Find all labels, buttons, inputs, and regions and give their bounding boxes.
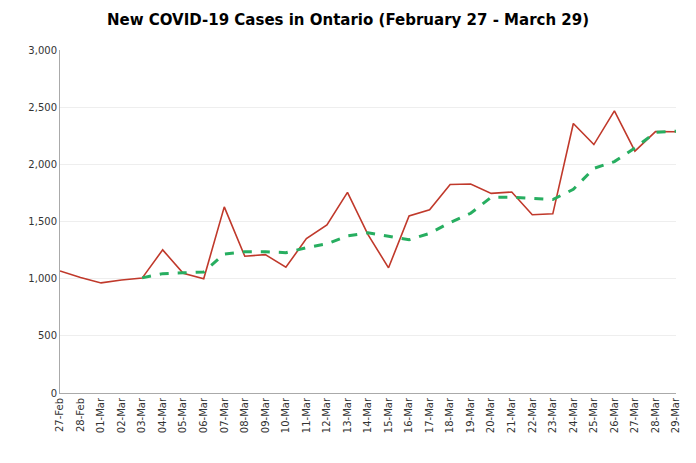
svg-text:28-Feb: 28-Feb xyxy=(75,398,86,432)
svg-text:13-Mar: 13-Mar xyxy=(342,397,353,433)
svg-text:27-Mar: 27-Mar xyxy=(629,397,640,433)
svg-text:23-Mar: 23-Mar xyxy=(547,397,558,433)
svg-text:0: 0 xyxy=(51,388,57,399)
svg-text:20-Mar: 20-Mar xyxy=(485,397,496,433)
svg-text:05-Mar: 05-Mar xyxy=(177,397,188,433)
svg-text:2,000: 2,000 xyxy=(28,159,57,170)
svg-text:06-Mar: 06-Mar xyxy=(198,397,209,433)
svg-text:3,000: 3,000 xyxy=(28,45,57,56)
svg-text:11-Mar: 11-Mar xyxy=(301,397,312,433)
svg-text:07-Mar: 07-Mar xyxy=(219,397,230,433)
svg-text:18-Mar: 18-Mar xyxy=(444,397,455,433)
svg-text:12-Mar: 12-Mar xyxy=(321,397,332,433)
svg-text:22-Mar: 22-Mar xyxy=(527,397,538,433)
svg-text:17-Mar: 17-Mar xyxy=(424,397,435,433)
svg-text:25-Mar: 25-Mar xyxy=(588,397,599,433)
svg-text:04-Mar: 04-Mar xyxy=(157,397,168,433)
svg-text:1,500: 1,500 xyxy=(28,216,57,227)
svg-text:01-Mar: 01-Mar xyxy=(95,397,106,433)
svg-text:21-Mar: 21-Mar xyxy=(506,397,517,433)
svg-text:27-Feb: 27-Feb xyxy=(54,398,65,432)
svg-text:24-Mar: 24-Mar xyxy=(568,397,579,433)
svg-text:08-Mar: 08-Mar xyxy=(239,397,250,433)
svg-text:29-Mar: 29-Mar xyxy=(670,397,681,433)
svg-text:New COVID-19 Cases in Ontario: New COVID-19 Cases in Ontario (February … xyxy=(107,11,589,29)
svg-text:1,000: 1,000 xyxy=(28,273,57,284)
svg-text:10-Mar: 10-Mar xyxy=(280,397,291,433)
svg-text:2,500: 2,500 xyxy=(28,102,57,113)
svg-text:500: 500 xyxy=(38,330,57,341)
svg-text:28-Mar: 28-Mar xyxy=(650,397,661,433)
svg-text:09-Mar: 09-Mar xyxy=(260,397,271,433)
svg-text:03-Mar: 03-Mar xyxy=(136,397,147,433)
svg-text:02-Mar: 02-Mar xyxy=(116,397,127,433)
svg-text:15-Mar: 15-Mar xyxy=(383,397,394,433)
svg-text:26-Mar: 26-Mar xyxy=(609,397,620,433)
svg-text:14-Mar: 14-Mar xyxy=(362,397,373,433)
svg-text:19-Mar: 19-Mar xyxy=(465,397,476,433)
svg-text:16-Mar: 16-Mar xyxy=(403,397,414,433)
